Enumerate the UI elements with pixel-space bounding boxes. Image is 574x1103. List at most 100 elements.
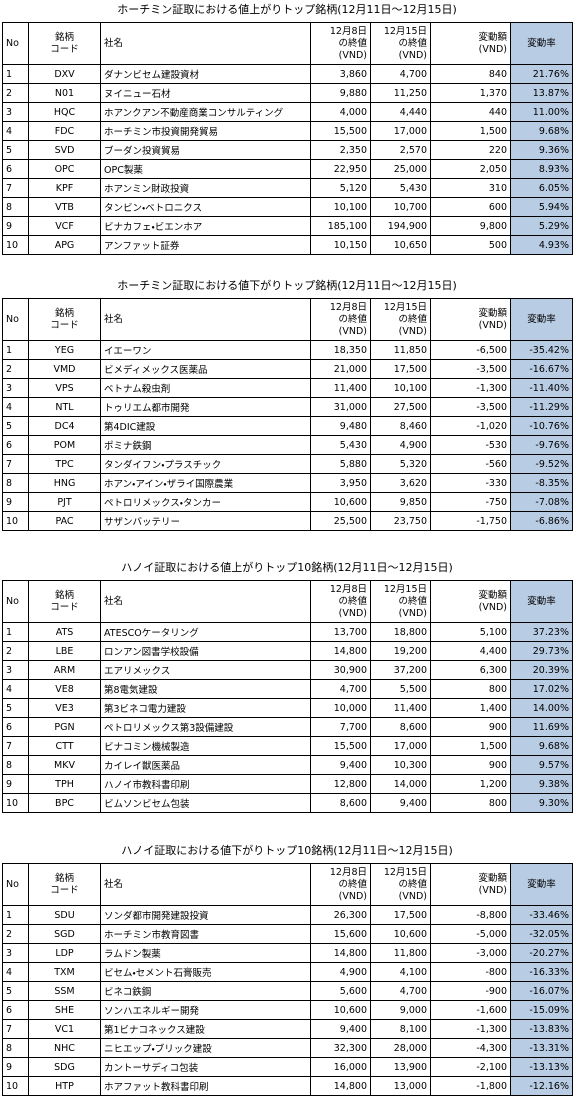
cell: 9,400 [370, 793, 431, 813]
data-row: 1 SDU ソンダ都市開発建設投資 26,300 17,500 -8,800 -33.46% [2, 905, 573, 925]
cell: CTT [28, 736, 101, 756]
cell: 5,120 [310, 178, 371, 198]
cell: N01 [28, 83, 101, 103]
cell: 900 [430, 755, 511, 775]
cell: 11,400 [310, 378, 371, 398]
cell: ベトナム殺虫剤 [100, 378, 311, 398]
cell: ラムドン製薬 [100, 943, 311, 963]
cell: -5,000 [430, 924, 511, 944]
cell: SSM [28, 981, 101, 1001]
cell: 14,800 [310, 943, 371, 963]
cell: -16.07% [510, 981, 573, 1001]
cell: -530 [430, 435, 511, 455]
cell: ATS [28, 622, 101, 642]
data-row: 7 VC1 第1ビナコネックス建設 9,400 8,100 -1,300 -13.83% [2, 1019, 573, 1039]
cell: ソンハエネルギー開発 [100, 1000, 311, 1020]
cell: 12,800 [310, 774, 371, 794]
cell: 220 [430, 140, 511, 160]
cell: -8,800 [430, 905, 511, 925]
cell: -16.67% [510, 359, 573, 379]
cell: 4,100 [370, 962, 431, 982]
cell: 第4DIC建設 [100, 416, 311, 436]
cell: ハノイ市教科書印刷 [100, 774, 311, 794]
cell: ホアンクアン不動産商業コンサルティング [100, 102, 311, 122]
stock-table: No 銘柄 コード 社名 12月8日 の終値 (VND) 12月15日 の終値 (VND… [2, 22, 573, 255]
cell: 17.02% [510, 679, 573, 699]
cell: -3,000 [430, 943, 511, 963]
data-row: 9 TPH ハノイ市教科書印刷 12,800 14,000 1,200 9.38% [2, 774, 573, 794]
cell: 5 [2, 140, 29, 160]
section-title: ホーチミン証取における値上がりトップ銘柄(12月11日～12月15日) [117, 3, 457, 16]
cell: -3,500 [430, 359, 511, 379]
cell: 800 [430, 679, 511, 699]
data-row: 9 SDG カントーサディコ包装 16,000 13,900 -2,100 -13.13% [2, 1057, 573, 1077]
cell: 1,500 [430, 121, 511, 141]
table-section: ハノイ証取における値下がりトップ10銘柄(12月11日～12月15日) No 銘柄 … [2, 841, 573, 1096]
cell: 8 [2, 197, 29, 217]
cell: 7 [2, 454, 29, 474]
cell: 800 [430, 793, 511, 813]
column-header: No [2, 298, 29, 341]
cell: 5 [2, 416, 29, 436]
data-row: 8 NHC ニヒエップ・ブリック建設 32,300 28,000 -4,300 -13.31… [2, 1038, 573, 1058]
cell: ダナンビセム建設資材 [100, 64, 311, 84]
cell: ホアファット教科書印刷 [100, 1076, 311, 1096]
cell: NHC [28, 1038, 101, 1058]
cell: 9 [2, 1057, 29, 1077]
column-header: 社名 [100, 863, 311, 906]
cell: 17,000 [370, 121, 431, 141]
cell: OPC [28, 159, 101, 179]
cell: ブーダン投資貿易 [100, 140, 311, 160]
cell: 9.36% [510, 140, 573, 160]
cell: 10,600 [370, 924, 431, 944]
column-header: 12月15日 の終値 (VND) [370, 580, 431, 623]
cell: -750 [430, 492, 511, 512]
cell: 25,500 [310, 511, 371, 531]
column-header: 12月8日 の終値 (VND) [310, 22, 371, 65]
data-row: 10 BPC ビムソンビセム包装 8,600 9,400 800 9.30% [2, 793, 573, 813]
cell: 4.93% [510, 235, 573, 255]
data-row: 9 VCF ビナカフェ・ビエンホア 185,100 194,900 9,800 5.29% [2, 216, 573, 236]
cell: 第1ビナコネックス建設 [100, 1019, 311, 1039]
cell: 11,850 [370, 340, 431, 360]
section-title: ホーチミン証取における値下がりトップ銘柄(12月11日～12月15日) [117, 279, 457, 292]
cell: 600 [430, 197, 511, 217]
cell: 440 [430, 102, 511, 122]
cell: -6.86% [510, 511, 573, 531]
cell: -3,500 [430, 397, 511, 417]
cell: 第8電気建設 [100, 679, 311, 699]
cell: 19,200 [370, 641, 431, 661]
cell: YEG [28, 340, 101, 360]
data-row: 4 TXM ビセム・セメント石膏販売 4,900 4,100 -800 -16.33% [2, 962, 573, 982]
data-row: 6 PGN ペトロリメックス第3設備建設 7,700 8,600 900 11.69% [2, 717, 573, 737]
cell: 10,100 [310, 197, 371, 217]
cell: -16.33% [510, 962, 573, 982]
column-header: 銘柄 コード [28, 580, 101, 623]
cell: 5.29% [510, 216, 573, 236]
cell: -560 [430, 454, 511, 474]
cell: 310 [430, 178, 511, 198]
cell: タンビン・ベトロニクス [100, 197, 311, 217]
cell: 1 [2, 340, 29, 360]
cell: -2,100 [430, 1057, 511, 1077]
data-row: 2 LBE ロンアン図書学校設備 14,800 19,200 4,400 29.73% [2, 641, 573, 661]
cell: 18,800 [370, 622, 431, 642]
cell: 20.39% [510, 660, 573, 680]
data-row: 3 VPS ベトナム殺虫剤 11,400 10,100 -1,300 -11.40% [2, 378, 573, 398]
cell: 840 [430, 64, 511, 84]
cell: 31,000 [310, 397, 371, 417]
data-row: 2 VMD ビメディメックス医薬品 21,000 17,500 -3,500 -16.67% [2, 359, 573, 379]
cell: ホーチミン市教育図書 [100, 924, 311, 944]
cell: 5,600 [310, 981, 371, 1001]
cell: 32,300 [310, 1038, 371, 1058]
cell: 5,500 [370, 679, 431, 699]
cell: 9,880 [310, 83, 371, 103]
data-row: 8 HNG ホアン・アイン・ザライ国際農業 3,950 3,620 -330 -8.35% [2, 473, 573, 493]
cell: 1 [2, 905, 29, 925]
cell: LDP [28, 943, 101, 963]
header-row: No 銘柄 コード 社名 12月8日 の終値 (VND) 12月15日 の終値 (VND… [2, 22, 573, 65]
cell: 8,100 [370, 1019, 431, 1039]
cell: 37,200 [370, 660, 431, 680]
data-row: 6 POM ポミナ鉄鋼 5,430 4,900 -530 -9.76% [2, 435, 573, 455]
cell: アンファット証券 [100, 235, 311, 255]
